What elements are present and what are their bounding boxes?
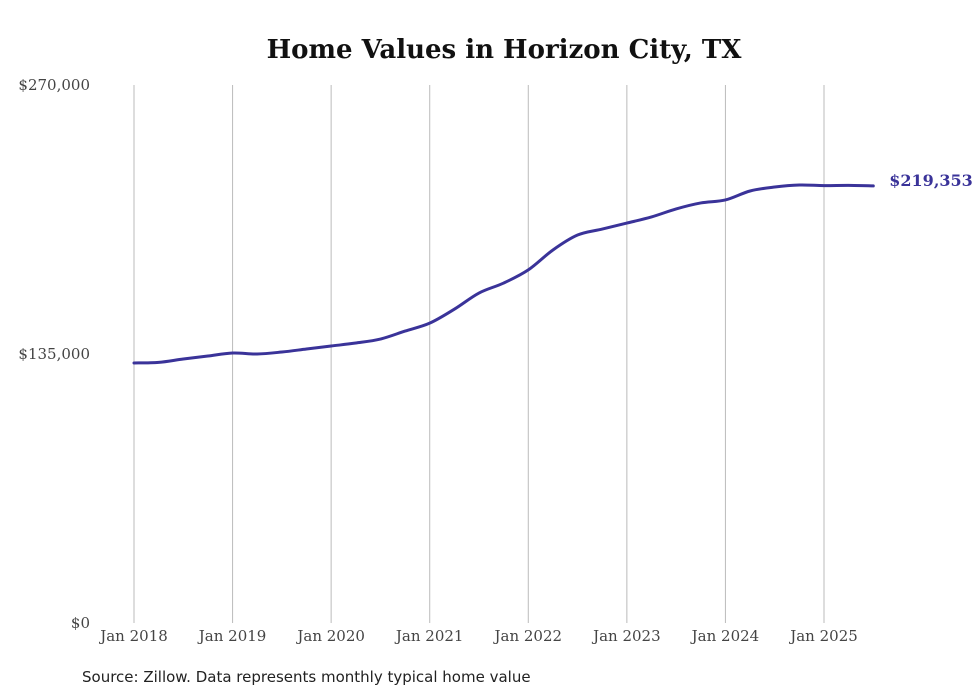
series-line: [132, 183, 875, 365]
y-tick-label: $0: [71, 614, 90, 632]
x-tick-label: Jan 2020: [295, 627, 365, 645]
x-tick-label: Jan 2018: [98, 627, 168, 645]
end-value-label: $219,353: [889, 171, 973, 190]
x-tick-label: Jan 2023: [591, 627, 661, 645]
x-tick-label: Jan 2025: [788, 627, 858, 645]
x-tick-label: Jan 2024: [690, 627, 760, 645]
y-tick-label: $135,000: [18, 345, 90, 363]
x-axis: Jan 2018 Jan 2019 Jan 2020 Jan 2021 Jan 2022…: [98, 627, 858, 645]
x-tick-label: Jan 2021: [394, 627, 464, 645]
y-axis: $0 $135,000 $270,000: [18, 76, 90, 632]
source-note: Source: Zillow. Data represents monthly …: [82, 668, 531, 686]
y-tick-label: $270,000: [18, 76, 90, 94]
chart-title: Home Values in Horizon City, TX: [267, 35, 743, 65]
x-tick-label: Jan 2019: [197, 627, 267, 645]
x-tick-label: Jan 2022: [493, 627, 563, 645]
grid-lines: [133, 85, 825, 623]
